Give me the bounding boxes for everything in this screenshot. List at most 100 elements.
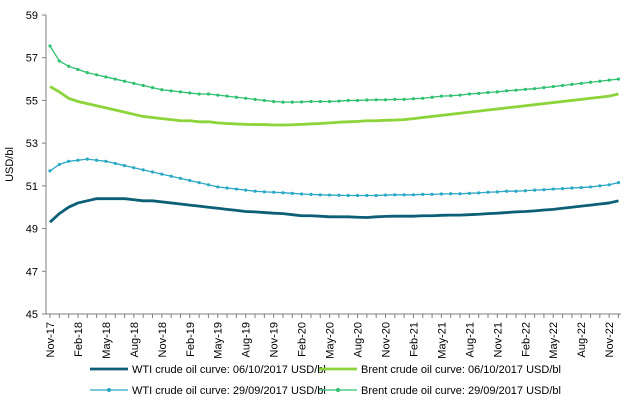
legend-label: WTI crude oil curve: 06/10/2017 USD/bl <box>132 364 326 376</box>
data-point <box>588 185 593 189</box>
data-point <box>411 193 416 197</box>
data-point <box>430 192 434 196</box>
data-point <box>178 90 183 94</box>
data-point <box>449 94 453 98</box>
data-point <box>57 59 61 63</box>
x-tick-label: Nov-22 <box>604 322 616 357</box>
data-point <box>169 89 173 93</box>
data-point <box>542 188 546 192</box>
data-point <box>402 97 406 101</box>
data-point <box>514 189 518 193</box>
y-axis-title-group: USD/bl <box>4 147 16 182</box>
data-point <box>95 158 99 162</box>
x-tick-label: Nov-18 <box>157 322 169 357</box>
x-tick-label: Aug-22 <box>576 322 588 357</box>
data-point <box>588 80 593 84</box>
data-point <box>355 98 360 103</box>
x-tick-label: Aug-21 <box>464 322 476 357</box>
data-point <box>393 193 397 197</box>
data-point <box>132 166 136 170</box>
data-point <box>374 98 378 102</box>
data-point <box>95 73 99 77</box>
data-point <box>327 99 332 104</box>
data-point <box>113 161 117 166</box>
data-point <box>523 189 527 193</box>
y-tick-label: 51 <box>26 181 38 193</box>
data-point <box>160 88 164 92</box>
data-point <box>178 176 183 180</box>
data-point <box>290 191 294 195</box>
data-point <box>290 100 294 104</box>
y-tick-label: 45 <box>26 309 38 321</box>
data-point <box>122 163 127 168</box>
data-point <box>514 88 518 92</box>
legend-item: Brent crude oil curve: 29/09/2017 USD/bl <box>319 385 561 397</box>
y-tick-label: 49 <box>26 224 38 236</box>
data-point <box>225 186 229 190</box>
data-point <box>309 192 313 196</box>
data-point <box>616 181 621 185</box>
legend-item: Brent crude oil curve: 06/10/2017 USD/bl <box>319 364 561 376</box>
data-point <box>607 78 611 82</box>
x-tick-label: May-21 <box>436 322 448 359</box>
x-tick-label: Feb-19 <box>185 322 197 357</box>
data-point <box>48 44 52 48</box>
data-point <box>337 99 341 103</box>
x-tick-label: Aug-19 <box>241 322 253 357</box>
data-point <box>244 96 248 100</box>
legend-marker <box>107 388 111 392</box>
y-tick-label: 55 <box>26 95 38 107</box>
data-point <box>439 94 444 98</box>
data-point <box>346 98 350 103</box>
data-point <box>253 97 257 101</box>
data-point <box>141 168 145 172</box>
x-tick-label: Aug-18 <box>129 322 141 357</box>
y-axis-title: USD/bl <box>4 147 16 182</box>
data-point <box>551 187 555 191</box>
data-point <box>244 188 248 192</box>
data-point <box>206 92 211 96</box>
series-1 <box>49 197 619 224</box>
x-tick-label: May-18 <box>101 322 113 359</box>
data-point <box>570 82 574 87</box>
data-point <box>383 98 388 102</box>
data-point <box>486 190 490 194</box>
data-point <box>533 87 537 91</box>
data-point <box>104 75 108 79</box>
data-point <box>309 99 313 104</box>
data-point <box>216 93 220 97</box>
x-tick-label: Feb-20 <box>297 322 309 357</box>
x-tick-label: Nov-20 <box>380 322 392 357</box>
data-point <box>85 71 89 75</box>
legend: WTI crude oil curve: 06/10/2017 USD/bl Br… <box>90 364 561 397</box>
data-point <box>197 181 201 185</box>
data-point <box>607 183 611 187</box>
data-point <box>477 191 481 195</box>
data-point <box>337 193 341 197</box>
data-point <box>57 162 61 167</box>
x-tick-label: Nov-19 <box>269 322 281 357</box>
series-line <box>49 197 619 224</box>
data-point <box>579 81 583 85</box>
data-point <box>551 84 555 89</box>
data-point <box>262 190 266 194</box>
data-point <box>486 90 490 95</box>
data-point <box>188 91 192 95</box>
legend-item: WTI crude oil curve: 06/10/2017 USD/bl <box>90 364 326 376</box>
data-point <box>616 77 621 81</box>
data-point <box>150 170 155 174</box>
data-point <box>449 192 453 196</box>
series-layer <box>48 44 621 224</box>
series-2 <box>49 85 619 127</box>
data-point <box>355 193 360 198</box>
data-point <box>346 193 350 198</box>
data-point <box>281 100 285 104</box>
data-point <box>439 192 444 196</box>
data-point <box>542 86 546 90</box>
data-point <box>365 98 369 102</box>
data-point <box>281 191 285 195</box>
data-point <box>327 193 332 197</box>
data-point <box>421 96 425 100</box>
data-point <box>523 87 527 91</box>
data-point <box>374 193 378 198</box>
